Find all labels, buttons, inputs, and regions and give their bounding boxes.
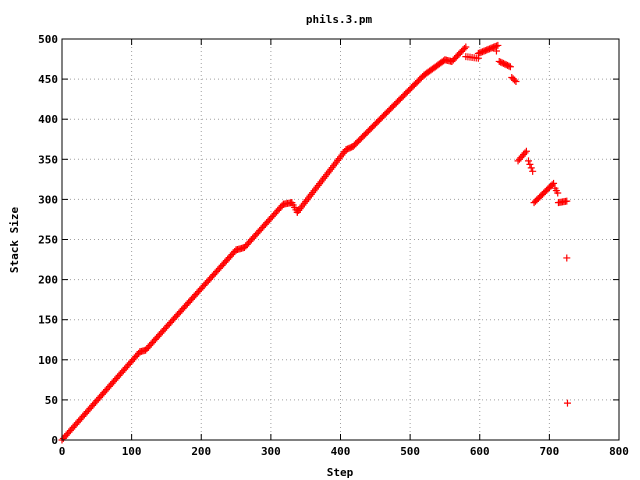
- data-point: [494, 41, 502, 49]
- y-tick-label: 200: [38, 274, 58, 287]
- y-tick-label: 100: [38, 354, 58, 367]
- x-tick-label: 600: [470, 445, 490, 458]
- x-axis-label: Step: [327, 466, 354, 479]
- data-point: [512, 78, 520, 86]
- data-point: [563, 254, 571, 262]
- data-point: [529, 167, 537, 175]
- data-point: [492, 47, 500, 55]
- data-point: [563, 399, 571, 407]
- data-points: [58, 41, 571, 444]
- x-tick-label: 0: [59, 445, 66, 458]
- y-tick-label: 450: [38, 73, 58, 86]
- x-tick-label: 700: [539, 445, 559, 458]
- y-tick-label: 300: [38, 193, 58, 206]
- data-point: [462, 43, 470, 51]
- data-point: [554, 189, 562, 197]
- x-tick-label: 300: [261, 445, 281, 458]
- data-point: [526, 160, 534, 168]
- data-point: [527, 164, 535, 172]
- data-point: [521, 149, 529, 157]
- y-tick-label: 50: [45, 394, 58, 407]
- x-tick-label: 500: [400, 445, 420, 458]
- y-tick-label: 250: [38, 234, 58, 247]
- chart-title: phils.3.pm: [306, 13, 373, 26]
- y-tick-label: 350: [38, 153, 58, 166]
- x-tick-label: 800: [609, 445, 629, 458]
- x-tick-label: 400: [331, 445, 351, 458]
- grid-lines: [62, 39, 619, 440]
- data-point: [511, 76, 519, 84]
- data-point: [522, 147, 530, 155]
- data-point: [524, 157, 532, 165]
- data-point: [550, 179, 558, 187]
- data-point: [506, 63, 514, 71]
- y-tick-label: 0: [51, 434, 58, 447]
- y-axis-label: Stack Size: [8, 207, 21, 274]
- y-tick-label: 400: [38, 113, 58, 126]
- data-point: [563, 197, 571, 205]
- axis-ticks: 0 100 200 300 400 500 600 700 800 0 50 100 150 200 250…: [38, 33, 629, 458]
- data-point: [505, 62, 513, 70]
- y-tick-label: 150: [38, 314, 58, 327]
- x-tick-label: 200: [191, 445, 211, 458]
- y-tick-label: 500: [38, 33, 58, 46]
- data-point: [460, 44, 468, 52]
- x-tick-label: 100: [122, 445, 142, 458]
